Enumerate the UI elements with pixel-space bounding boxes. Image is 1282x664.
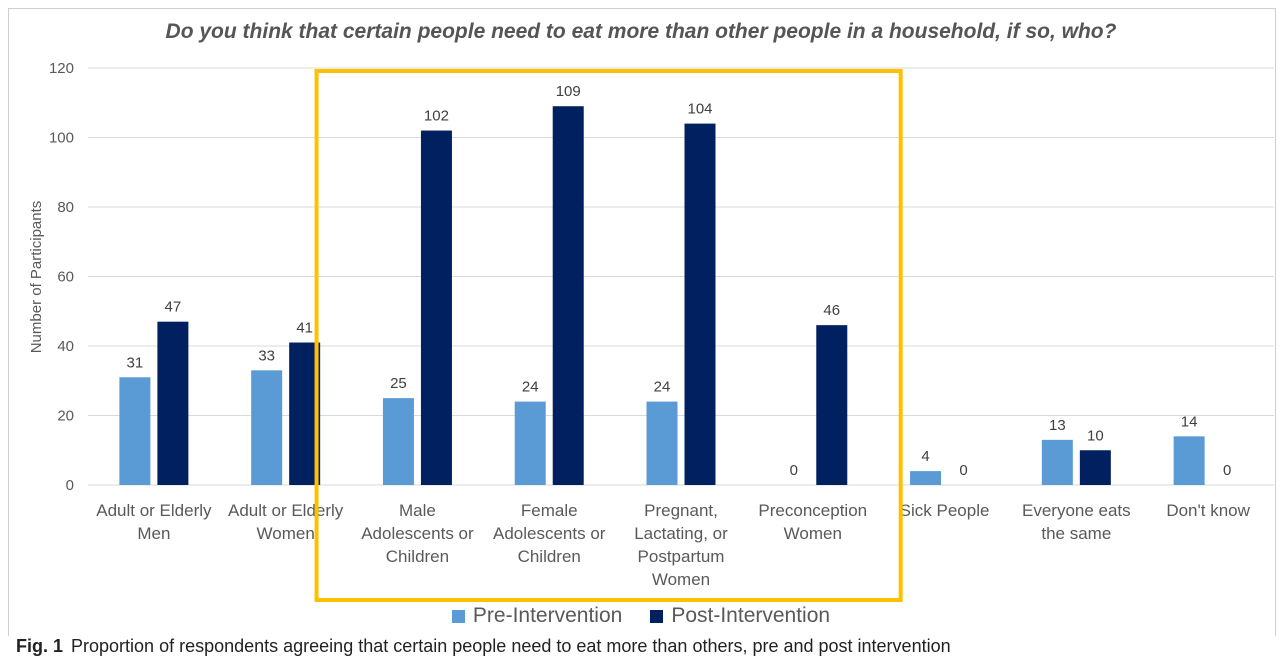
bar-pre-0 [119, 377, 151, 485]
highlight-box [314, 69, 903, 602]
bar-post-4 [684, 123, 716, 485]
y-tick-label-100: 100 [49, 130, 74, 147]
y-tick-label-0: 0 [66, 477, 74, 494]
legend-item-post: Post-Intervention [650, 604, 830, 628]
y-tick-label-40: 40 [57, 338, 74, 355]
caption-text: Proportion of respondents agreeing that … [71, 636, 951, 656]
bar-post-3 [552, 106, 584, 485]
legend-item-pre: Pre-Intervention [451, 604, 623, 628]
y-tick-label-120: 120 [49, 60, 74, 77]
bar-post-0 [157, 321, 189, 485]
y-axis-label: Number of Participants [28, 201, 45, 354]
data-label-post-5: 46 [823, 302, 840, 319]
data-label-pre-4: 24 [654, 379, 671, 396]
data-label-pre-5: 0 [790, 462, 798, 479]
x-category-label-3: Female Adolescents or Children [493, 501, 606, 566]
caption-label: Fig. 1 [16, 636, 64, 656]
y-tick-label-60: 60 [57, 269, 74, 286]
x-axis-category-labels: Adult or Elderly Men Adult or Elderly Women… [96, 501, 1250, 589]
bar-pre-1 [251, 370, 283, 485]
legend-label-pre: Pre-Intervention [472, 604, 623, 627]
x-category-label-5: Preconception Women [758, 501, 867, 543]
bar-pre-6 [910, 471, 942, 485]
chart-title: Do you think that certain people need to… [165, 20, 1117, 43]
bars [119, 106, 1205, 486]
bar-post-5 [816, 325, 848, 485]
bar-pre-4 [646, 401, 678, 485]
y-axis-ticks: 0 20 40 60 80 100 120 [49, 60, 74, 494]
bar-pre-8 [1173, 436, 1205, 485]
x-category-label-2: Male Adolescents or Children [361, 501, 474, 566]
figure-frame [8, 8, 1276, 636]
data-label-pre-1: 33 [258, 347, 275, 364]
data-label-pre-7: 13 [1049, 417, 1066, 434]
y-tick-label-20: 20 [57, 408, 74, 425]
data-label-pre-8: 14 [1181, 413, 1198, 430]
x-category-label-4: Pregnant, Lactating, or Postpartum Women [634, 501, 728, 589]
legend-swatch-post [650, 609, 664, 623]
data-label-post-3: 109 [556, 83, 581, 100]
data-label-post-8: 0 [1223, 462, 1231, 479]
bar-post-7 [1079, 450, 1111, 485]
legend-label-post: Post-Intervention [671, 604, 831, 627]
legend-swatch-pre [451, 609, 465, 623]
data-label-post-1: 41 [296, 320, 313, 337]
data-label-post-0: 47 [165, 299, 182, 316]
x-category-label-7: Everyone eats the same [1022, 501, 1131, 543]
data-label-pre-0: 31 [127, 354, 144, 371]
x-category-label-8: Don't know [1166, 501, 1250, 520]
x-category-label-6: Sick People [900, 501, 990, 520]
figure-caption: Fig. 1 Proportion of respondents agreeing… [16, 636, 1276, 657]
bar-post-2 [420, 130, 452, 486]
data-labels: 31 47 33 41 25 102 24 109 24 104 0 46 4 0 13 10 14 0 [127, 83, 1232, 479]
bar-pre-7 [1041, 439, 1073, 485]
data-label-post-7: 10 [1087, 427, 1104, 444]
data-label-post-4: 104 [687, 101, 712, 118]
gridlines [88, 67, 1274, 486]
y-tick-label-80: 80 [57, 199, 74, 216]
legend: Pre-Intervention Post-Intervention [0, 604, 1282, 628]
data-label-pre-6: 4 [921, 448, 929, 465]
x-category-label-0: Adult or Elderly Men [96, 501, 212, 543]
data-label-post-2: 102 [424, 108, 449, 125]
x-category-label-1: Adult or Elderly Women [228, 501, 344, 543]
bar-pre-3 [514, 401, 546, 485]
bar-pre-2 [382, 398, 414, 485]
data-label-post-6: 0 [959, 462, 967, 479]
data-label-pre-3: 24 [522, 379, 539, 396]
data-label-pre-2: 25 [390, 375, 407, 392]
